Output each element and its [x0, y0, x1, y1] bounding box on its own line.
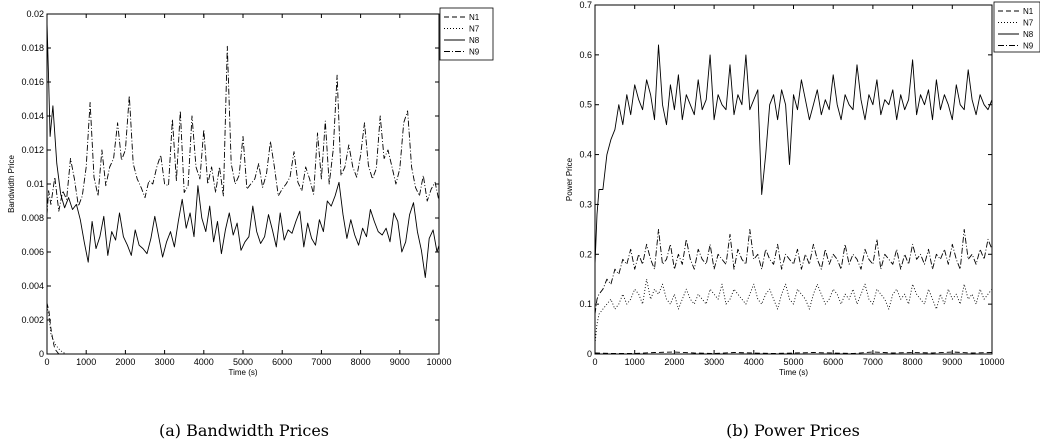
x-tick-label: 1000: [76, 357, 96, 367]
legend-label-n7: N7: [469, 25, 480, 34]
series-line-n8: [595, 44, 992, 265]
y-tick-label: 0.008: [21, 213, 44, 223]
x-tick-label: 3000: [155, 357, 175, 367]
x-tick-label: 2000: [664, 357, 684, 367]
y-tick-label: 0.5: [579, 100, 592, 110]
series-line-n7: [47, 306, 71, 354]
x-axis-label: Time (s): [228, 368, 257, 377]
y-tick-label: 0.012: [21, 145, 44, 155]
y-tick-label: 0.7: [579, 0, 592, 10]
y-tick-label: 0.4: [579, 150, 592, 160]
y-tick-label: 0.004: [21, 281, 44, 291]
x-tick-label: 4000: [744, 357, 764, 367]
caption-bandwidth-prices: (a) Bandwidth Prices: [159, 421, 329, 440]
x-tick-label: 6000: [272, 357, 292, 367]
series-line-n8: [47, 22, 439, 278]
series-line-n1: [47, 302, 67, 354]
series-line-n1: [595, 351, 992, 354]
x-tick-label: 4000: [194, 357, 214, 367]
x-tick-label: 0: [592, 357, 597, 367]
plot-frame: [594, 4, 993, 355]
x-axis-label: Time (s): [779, 368, 808, 377]
x-tick-label: 10000: [426, 357, 451, 367]
y-tick-label: 0.3: [579, 199, 592, 209]
x-tick-label: 9000: [942, 357, 962, 367]
y-tick-label: 0.1: [579, 299, 592, 309]
legend-label-n1: N1: [1023, 7, 1034, 16]
y-tick-label: 0.014: [21, 111, 44, 121]
series-group: [595, 44, 992, 354]
y-tick-label: 0.006: [21, 247, 44, 257]
series-line-n9: [595, 228, 992, 315]
x-tick-label: 10000: [979, 357, 1004, 367]
legend-label-n9: N9: [1023, 42, 1034, 51]
x-tick-label: 5000: [233, 357, 253, 367]
legend-box: [993, 1, 1040, 53]
x-tick-label: 3000: [704, 357, 724, 367]
chart-power: 0 1000 2000 3000 4000 5000 6000 7000 8000 9000 100…: [565, 0, 1040, 377]
y-tick-label: 0.018: [21, 43, 44, 53]
x-tick-label: 5000: [783, 357, 803, 367]
chart-bandwidth: 0 1000 2000 3000 4000 5000 6000 7000 8000 9000 100…: [7, 7, 494, 377]
legend-label-n7: N7: [1023, 19, 1034, 28]
legend-label-n8: N8: [1023, 30, 1034, 39]
x-tick-label: 2000: [115, 357, 135, 367]
legend: N1 N7 N8 N9: [439, 7, 494, 61]
caption-power-prices: (b) Power Prices: [726, 421, 860, 440]
series-line-n7: [595, 278, 992, 345]
figure-canvas: 0 1000 2000 3000 4000 5000 6000 7000 8000 9000 100…: [7, 0, 1040, 377]
x-tick-label: 0: [44, 357, 49, 367]
legend-label-n9: N9: [469, 48, 480, 57]
x-tick-label: 1000: [625, 357, 645, 367]
y-tick-label: 0.016: [21, 77, 44, 87]
legend-label-n8: N8: [469, 36, 480, 45]
y-axis-label: Power Price: [565, 157, 574, 201]
x-tick-label: 9000: [390, 357, 410, 367]
y-tick-label: 0.2: [579, 249, 592, 259]
y-tick-label: 0.002: [21, 315, 44, 325]
x-tick-label: 6000: [823, 357, 843, 367]
series-group: [47, 22, 439, 354]
legend-label-n1: N1: [469, 13, 480, 22]
x-tick-label: 7000: [311, 357, 331, 367]
legend: N1 N7 N8 N9: [993, 1, 1040, 53]
y-axis-label: Bandwidth Price: [7, 155, 16, 213]
legend-box: [439, 7, 494, 61]
y-tick-label: 0: [587, 349, 592, 359]
x-tick-label: 8000: [351, 357, 371, 367]
x-tick-label: 7000: [863, 357, 883, 367]
x-tick-label: 8000: [903, 357, 923, 367]
y-tick-label: 0.01: [26, 179, 44, 189]
y-tick-label: 0.6: [579, 50, 592, 60]
y-tick-label: 0.02: [26, 9, 44, 19]
series-line-n9: [47, 45, 439, 215]
y-tick-label: 0: [39, 349, 44, 359]
